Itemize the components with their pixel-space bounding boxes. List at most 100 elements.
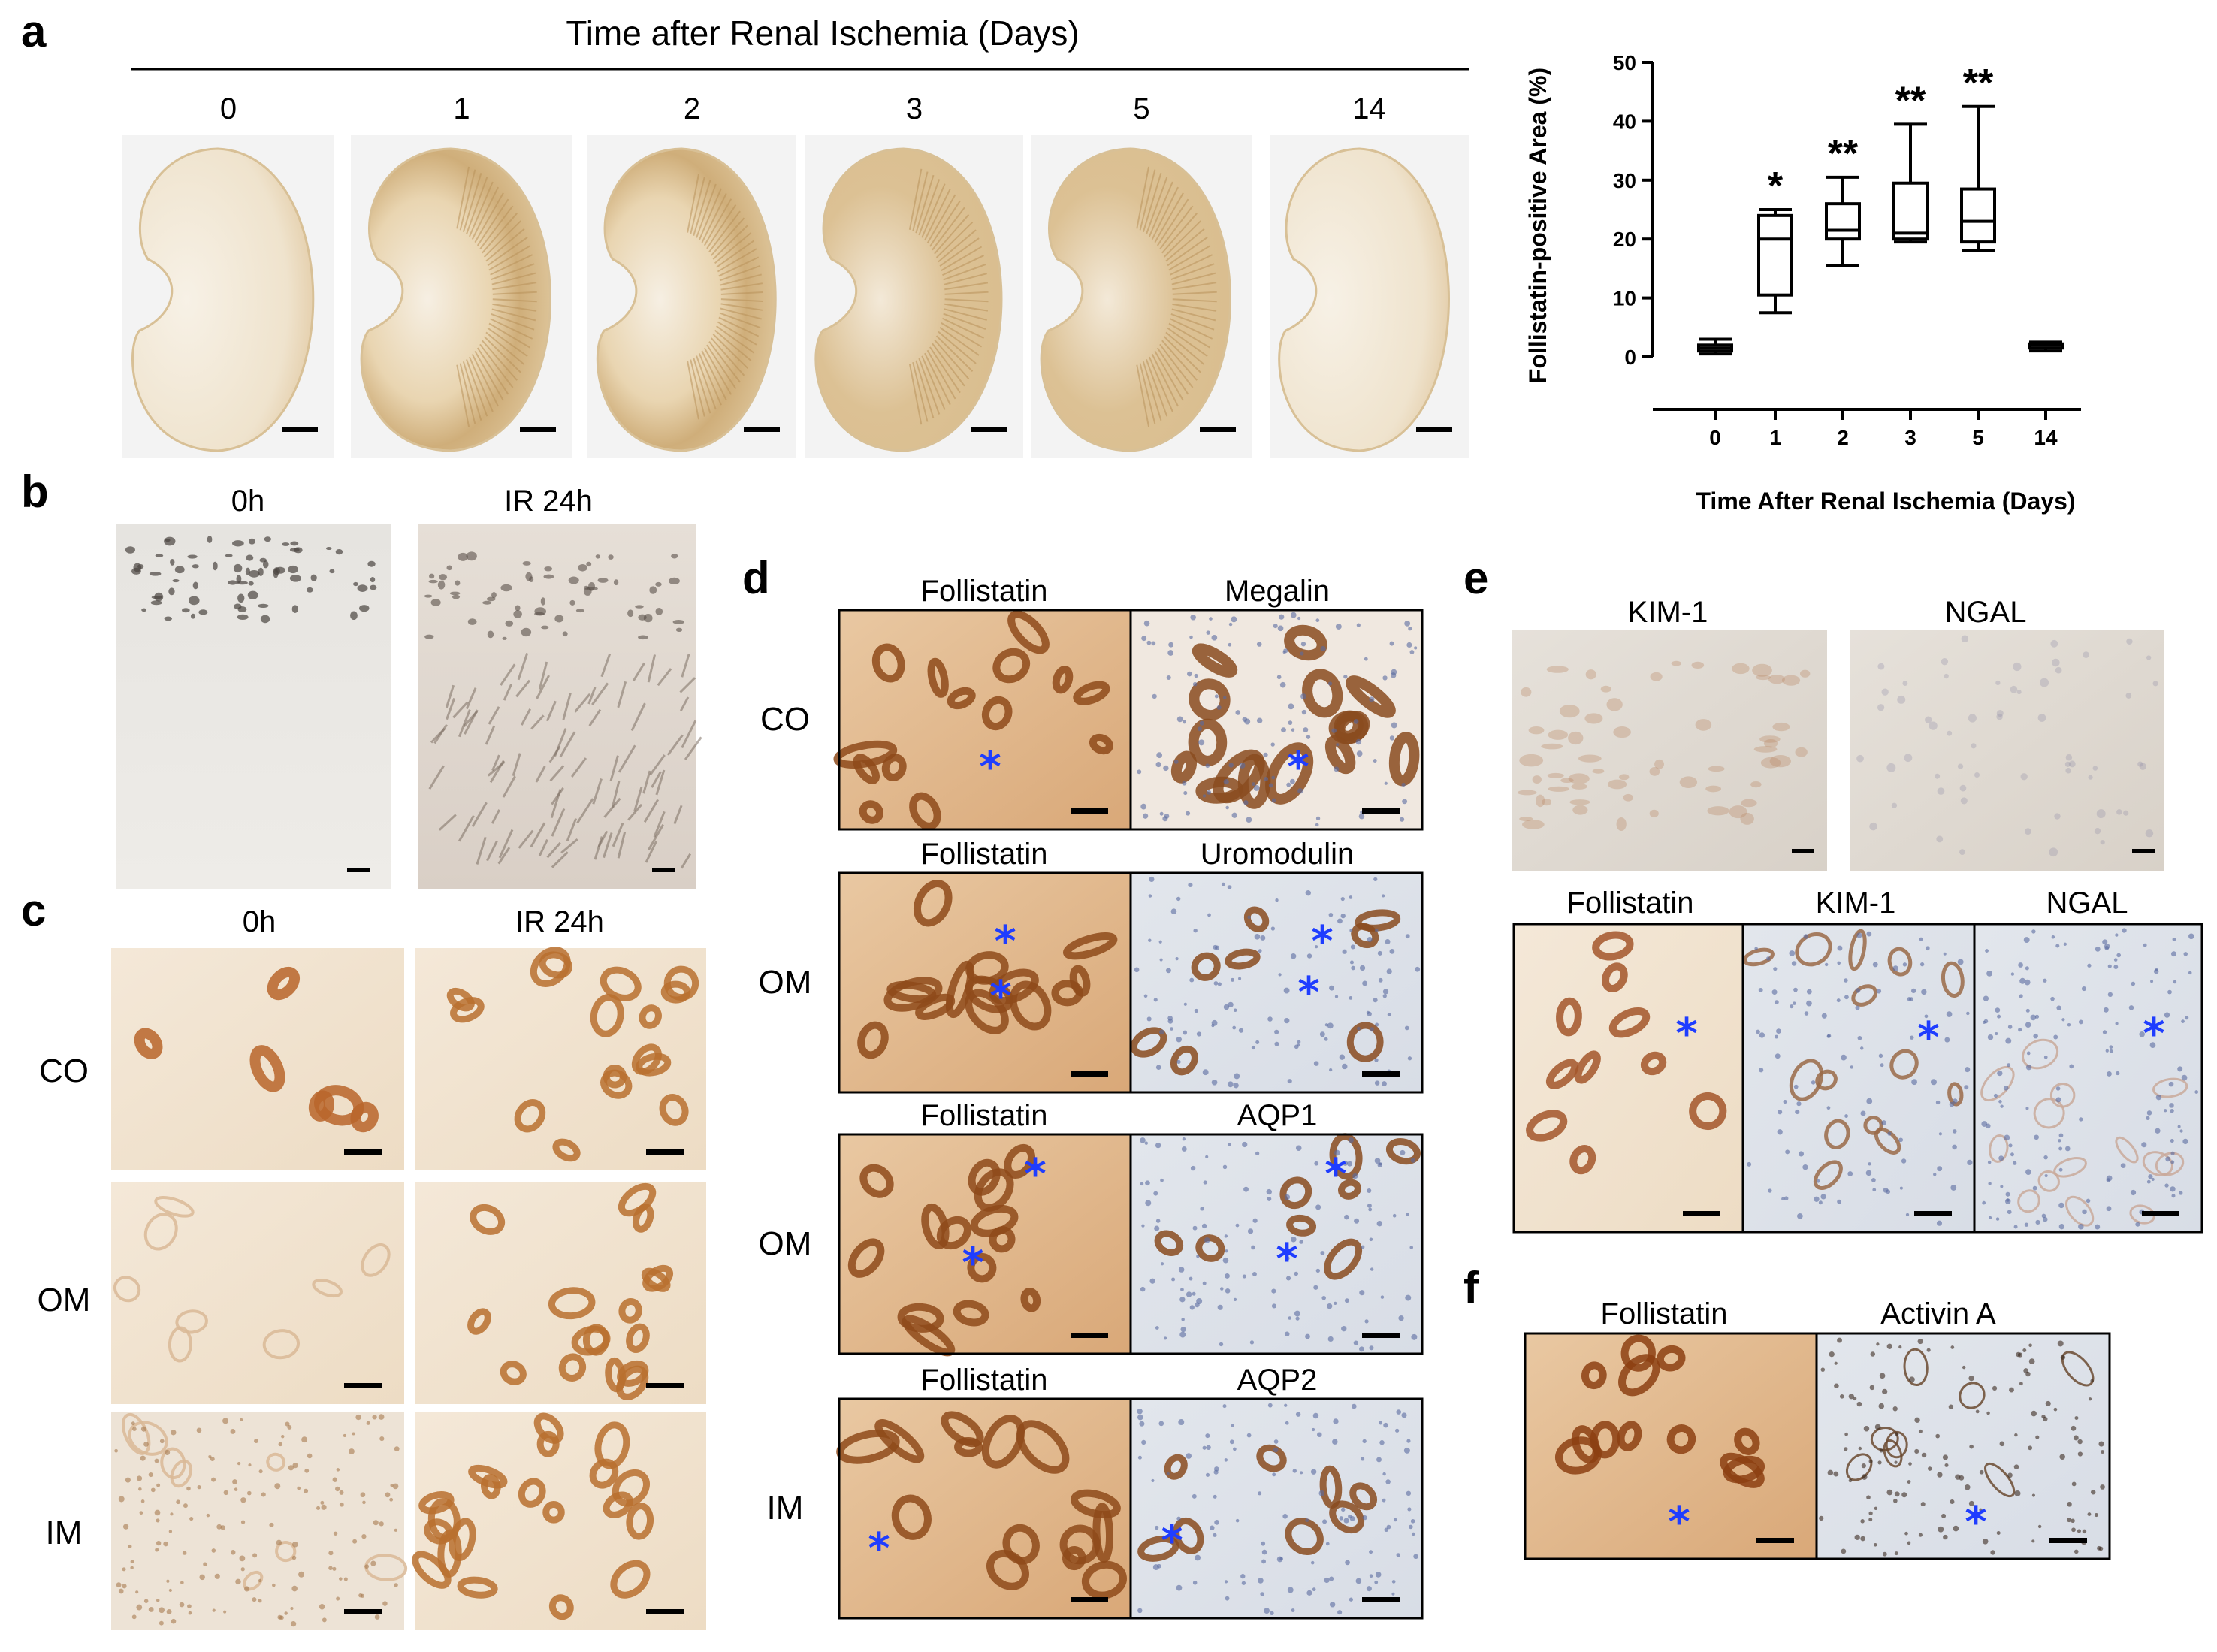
x-tick-label-0: 0 bbox=[1709, 426, 1721, 449]
panel-d: d Follistatin Megalin CO Follistatin Uromodu… bbox=[742, 553, 1424, 1620]
scale-bar bbox=[1362, 1071, 1400, 1077]
panel-c-image-0h-IM bbox=[111, 1412, 408, 1630]
asterisk-marker: * bbox=[1161, 1517, 1183, 1566]
panel-b-image-0h bbox=[116, 524, 391, 889]
asterisk-marker: * bbox=[868, 1524, 890, 1573]
panel-e-top-ngal: NGAL bbox=[1945, 596, 2027, 629]
panel-e-image-kim1 bbox=[1741, 923, 1976, 1234]
panel-e-image-ngal bbox=[1973, 923, 2203, 1234]
panel-f-col-activin-a: Activin A bbox=[1880, 1297, 1996, 1330]
asterisk-marker: * bbox=[2143, 1010, 2164, 1059]
panel-e-bottom-follistatin: Follistatin bbox=[1567, 886, 1694, 920]
panel-c-image-0h-OM bbox=[111, 1182, 404, 1404]
scale-bar bbox=[646, 1149, 684, 1155]
panel-d-row-label: OM bbox=[759, 964, 812, 1001]
panel-c-images bbox=[111, 947, 706, 1630]
day-label-5: 5 bbox=[1133, 92, 1149, 125]
panel-d-header-right: Megalin bbox=[1225, 575, 1330, 608]
scale-bar bbox=[646, 1383, 684, 1388]
box-day-14 bbox=[2028, 340, 2064, 353]
panel-a-letter: a bbox=[21, 6, 47, 56]
panel-d-image-follistatin bbox=[839, 873, 1131, 1092]
asterisk-marker: * bbox=[1024, 1150, 1046, 1199]
kidney-section-day-14 bbox=[1270, 135, 1469, 458]
panel-d-header-left: Follistatin bbox=[921, 575, 1048, 608]
panel-d-letter: d bbox=[742, 553, 770, 603]
panel-b-col-0h: 0h bbox=[231, 485, 265, 518]
scale-bar bbox=[744, 427, 780, 432]
chart-boxes: ***** ** bbox=[1697, 62, 2064, 356]
scale-bar bbox=[344, 1149, 382, 1155]
scale-bar bbox=[971, 427, 1007, 432]
significance-marker: ** bbox=[1963, 62, 1994, 105]
panel-e-image-kim1-low bbox=[1512, 630, 1827, 871]
asterisk-marker: * bbox=[1675, 1010, 1697, 1059]
panel-d-image-aqp1 bbox=[1131, 1133, 1422, 1354]
panel-c-image-ir24h-IM bbox=[412, 1412, 706, 1630]
scale-bar bbox=[1071, 808, 1108, 814]
panel-a-kidney-sections bbox=[122, 135, 1469, 458]
kidney-section-day-2 bbox=[587, 135, 796, 458]
box-day-0 bbox=[1697, 337, 1733, 356]
box-day-3: ** bbox=[1892, 79, 1929, 244]
panel-c-col-0h: 0h bbox=[243, 905, 276, 938]
panel-e-bottom-kim1: KIM-1 bbox=[1816, 886, 1896, 920]
panel-d-image-follistatin bbox=[833, 610, 1131, 830]
scale-bar bbox=[1362, 808, 1400, 814]
box-day-5: ** bbox=[1960, 62, 1996, 252]
scale-bar bbox=[520, 427, 556, 432]
panel-d-image-aqp2 bbox=[1131, 1399, 1422, 1618]
panel-f: f Follistatin Activin A * * bbox=[1463, 1263, 2111, 1560]
panel-d-header-right: Uromodulin bbox=[1201, 838, 1355, 871]
significance-marker: ** bbox=[1828, 132, 1859, 176]
panel-d-rows: Follistatin Megalin CO Follistatin Uromoduli… bbox=[759, 575, 1424, 1620]
day-label-3: 3 bbox=[906, 92, 923, 125]
panel-d-image-follistatin bbox=[839, 1134, 1131, 1357]
asterisk-marker: * bbox=[1668, 1498, 1690, 1547]
box-day-2: ** bbox=[1825, 132, 1861, 267]
asterisk-marker: * bbox=[1324, 1150, 1346, 1199]
panel-e-bottom-images: * * * bbox=[1512, 923, 2203, 1234]
y-tick-label: 20 bbox=[1613, 228, 1636, 251]
x-axis-label: Time After Renal Ischemia (Days) bbox=[1696, 488, 2075, 515]
asterisk-marker: * bbox=[1917, 1013, 1939, 1062]
panel-f-image-activin-a bbox=[1815, 1332, 2111, 1560]
scale-bar bbox=[347, 868, 370, 872]
panel-d-row-label: IM bbox=[767, 1490, 804, 1527]
panel-e-image-follistatin bbox=[1512, 923, 1744, 1234]
panel-b-letter: b bbox=[21, 467, 49, 517]
scale-bar bbox=[344, 1609, 382, 1614]
asterisk-marker: * bbox=[979, 743, 1001, 792]
panel-c-row-im: IM bbox=[46, 1515, 83, 1551]
panel-d-header-left: Follistatin bbox=[921, 1099, 1048, 1132]
panel-d-header-left: Follistatin bbox=[921, 838, 1048, 871]
scale-bar bbox=[2132, 849, 2155, 853]
scale-bar bbox=[1200, 427, 1236, 432]
asterisk-marker: * bbox=[1311, 917, 1333, 966]
panel-d-header-right: AQP2 bbox=[1237, 1364, 1318, 1397]
x-tick-label-3: 3 bbox=[1904, 426, 1916, 449]
panel-d-image-follistatin bbox=[836, 1399, 1131, 1618]
panel-e-letter: e bbox=[1463, 553, 1488, 603]
panel-c-image-ir24h-OM bbox=[415, 1182, 706, 1404]
panel-d-header-right: AQP1 bbox=[1237, 1099, 1318, 1132]
y-tick-label: 40 bbox=[1613, 110, 1636, 133]
scale-bar bbox=[1683, 1211, 1720, 1216]
panel-c-col-ir24h: IR 24h bbox=[515, 905, 604, 938]
scale-bar bbox=[1071, 1597, 1108, 1602]
panel-d-row-label: CO bbox=[760, 701, 810, 738]
kidney-section-day-5 bbox=[1031, 135, 1252, 458]
box-iqr bbox=[1825, 202, 1861, 241]
scale-bar bbox=[1071, 1333, 1108, 1338]
panel-a-title: Time after Renal Ischemia (Days) bbox=[566, 14, 1079, 53]
scale-bar bbox=[282, 427, 318, 432]
kidney-section-day-0 bbox=[122, 135, 334, 458]
asterisk-marker: * bbox=[1965, 1498, 1986, 1547]
panel-e-top-kim1: KIM-1 bbox=[1628, 596, 1708, 629]
day-label-0: 0 bbox=[220, 92, 237, 125]
panel-d-row-label: OM bbox=[759, 1225, 812, 1262]
panel-e-bottom-ngal: NGAL bbox=[2046, 886, 2128, 920]
kidney-section-day-1 bbox=[351, 135, 572, 458]
panel-f-letter: f bbox=[1463, 1263, 1479, 1313]
